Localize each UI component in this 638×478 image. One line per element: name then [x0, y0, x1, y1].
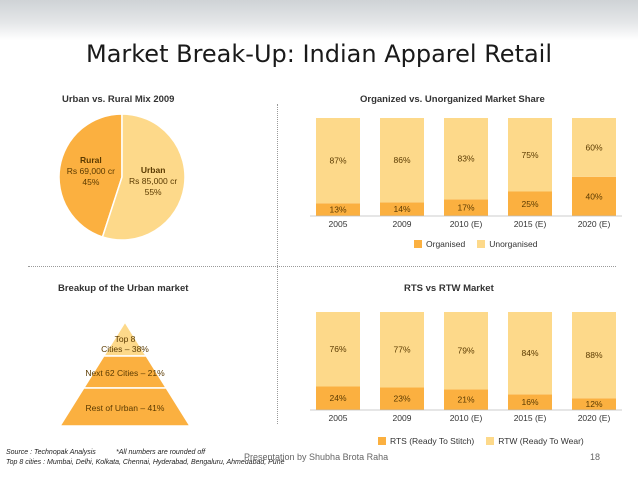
market-share-legend: Organised Unorganised	[414, 239, 537, 249]
vertical-divider	[277, 104, 278, 424]
organized-bar-lower	[316, 203, 360, 216]
page-number: 18	[590, 452, 601, 462]
organized-value-label-upper: 83%	[457, 154, 474, 164]
organized-bar-lower	[508, 191, 552, 216]
organized-bar-upper	[380, 118, 424, 203]
rts-value-label-upper: 76%	[329, 344, 346, 354]
rts-value-label-lower: 24%	[329, 393, 346, 403]
organized-bar-lower	[572, 176, 616, 216]
rts-value-label-upper: 77%	[393, 345, 410, 355]
legend-swatch-rts	[378, 437, 386, 445]
horizontal-divider	[28, 266, 616, 267]
rts-value-label-lower: 12%	[585, 399, 602, 409]
organized-value-label-lower: 17%	[457, 203, 474, 213]
organized-bar-lower	[444, 199, 488, 216]
rts-tick-label: 2010 (E)	[450, 413, 483, 423]
organized-bar-upper	[444, 118, 488, 200]
rts-tick-label: 2005	[329, 413, 348, 423]
organized-value-label-lower: 14%	[393, 204, 410, 214]
organized-tick-label: 2009	[393, 219, 412, 229]
pie-label-urban-amount: Rs 85,000 cr	[129, 176, 177, 186]
pie-label-rural-amount: Rs 69,000 cr	[67, 166, 115, 176]
rts-value-label-lower: 23%	[393, 394, 410, 404]
organized-tick-label: 2005	[329, 219, 348, 229]
pyramid-level-label: Next 62 Cities – 21%	[85, 368, 165, 378]
legend-swatch-rtw	[486, 437, 495, 445]
rts-tick-label: 2015 (E)	[514, 413, 547, 423]
rts-bar-upper	[444, 312, 488, 390]
footer-note: *All numbers are rounded off	[116, 449, 206, 456]
legend-item-rts: RTS (Ready To Stitch)	[378, 436, 474, 446]
pyramid-level	[58, 387, 192, 427]
rts-bar-lower	[444, 389, 488, 410]
rts-bar-lower	[508, 394, 552, 410]
organized-value-label-upper: 86%	[393, 155, 410, 165]
pie-label-rural-percent: 45%	[82, 177, 99, 187]
organized-value-label-upper: 75%	[521, 150, 538, 160]
rts-rtw-chart-title: RTS vs RTW Market	[404, 283, 494, 294]
legend-label-organised: Organised	[426, 239, 466, 249]
legend-swatch-organised	[414, 240, 422, 248]
organized-value-label-lower: 25%	[521, 199, 538, 209]
legend-label-unorganised: Unorganised	[489, 239, 538, 249]
rts-bar-upper	[316, 312, 360, 387]
organized-tick-label: 2010 (E)	[450, 219, 483, 229]
footer-cities: Top 8 cities : Mumbai, Delhi, Kolkata, C…	[6, 459, 285, 466]
header-band	[0, 0, 638, 40]
organized-bar-upper	[316, 118, 360, 204]
pyramid-level-label: Top 8	[115, 334, 136, 344]
rts-bar-upper	[508, 312, 552, 395]
pie-label-urban-name: Urban	[141, 165, 166, 175]
organized-bar-lower	[380, 202, 424, 216]
pie-label-urban-percent: 55%	[145, 187, 162, 197]
organized-value-label-upper: 87%	[329, 156, 346, 166]
pie-label-rural-name: Rural	[80, 155, 102, 165]
rts-value-label-upper: 79%	[457, 346, 474, 356]
organized-value-label-upper: 60%	[585, 142, 602, 152]
slide-title: Market Break-Up: Indian Apparel Retail	[85, 40, 553, 68]
footer-source: Source : Technopak Analysis	[6, 449, 96, 456]
pie-chart-title: Urban vs. Rural Mix 2009	[62, 94, 175, 105]
pie-slice-rural	[58, 113, 123, 238]
rts-bar-lower	[380, 387, 424, 410]
legend-swatch-unorganised	[477, 240, 486, 248]
legend-item-organised: Organised	[414, 239, 465, 249]
legend-item-unorganised: Unorganised	[477, 239, 537, 249]
rts-value-label-lower: 21%	[457, 395, 474, 405]
organized-tick-label: 2015 (E)	[514, 219, 547, 229]
rts-tick-label: 2020 (E)	[578, 413, 611, 423]
rts-bar-upper	[380, 312, 424, 388]
pyramid-chart-title: Breakup of the Urban market	[58, 283, 189, 294]
rts-bar-lower	[316, 386, 360, 410]
rts-bar-lower	[572, 398, 616, 410]
pie-slice-urban	[101, 113, 186, 241]
rts-rtw-chart: 24% 76% 2005 23% 77% 2009 21% 79% 2010 (E) 16% 84%…	[310, 312, 622, 423]
legend-label-rts: RTS (Ready To Stitch)	[390, 436, 475, 446]
rts-value-label-lower: 16%	[521, 397, 538, 407]
rts-bar-upper	[572, 312, 616, 399]
market-share-chart-title: Organized vs. Unorganized Market Share	[360, 94, 545, 105]
organized-bar-upper	[572, 118, 616, 177]
legend-label-rtw: RTW (Ready To Wear)	[498, 436, 584, 446]
rts-tick-label: 2009	[393, 413, 412, 423]
rts-value-label-upper: 88%	[585, 350, 602, 360]
organized-bar-upper	[508, 118, 552, 192]
rts-value-label-upper: 84%	[521, 348, 538, 358]
organized-value-label-lower: 40%	[585, 191, 602, 201]
organized-tick-label: 2020 (E)	[578, 219, 611, 229]
pyramid-level-label: Cities – 38%	[101, 344, 149, 354]
presenter-credit: Presentation by Shubha Brota Raha	[244, 452, 389, 462]
pyramid-level-label: Rest of Urban – 41%	[86, 403, 165, 413]
organized-value-label-lower: 13%	[329, 205, 346, 215]
organized-market-share-chart: 13% 87% 2005 14% 86% 2009 17% 83% 2010 (E) 25% 75%…	[310, 118, 622, 229]
rts-rtw-legend: RTS (Ready To Stitch) RTW (Ready To Wear…	[378, 436, 584, 446]
legend-item-rtw: RTW (Ready To Wear)	[486, 436, 584, 446]
